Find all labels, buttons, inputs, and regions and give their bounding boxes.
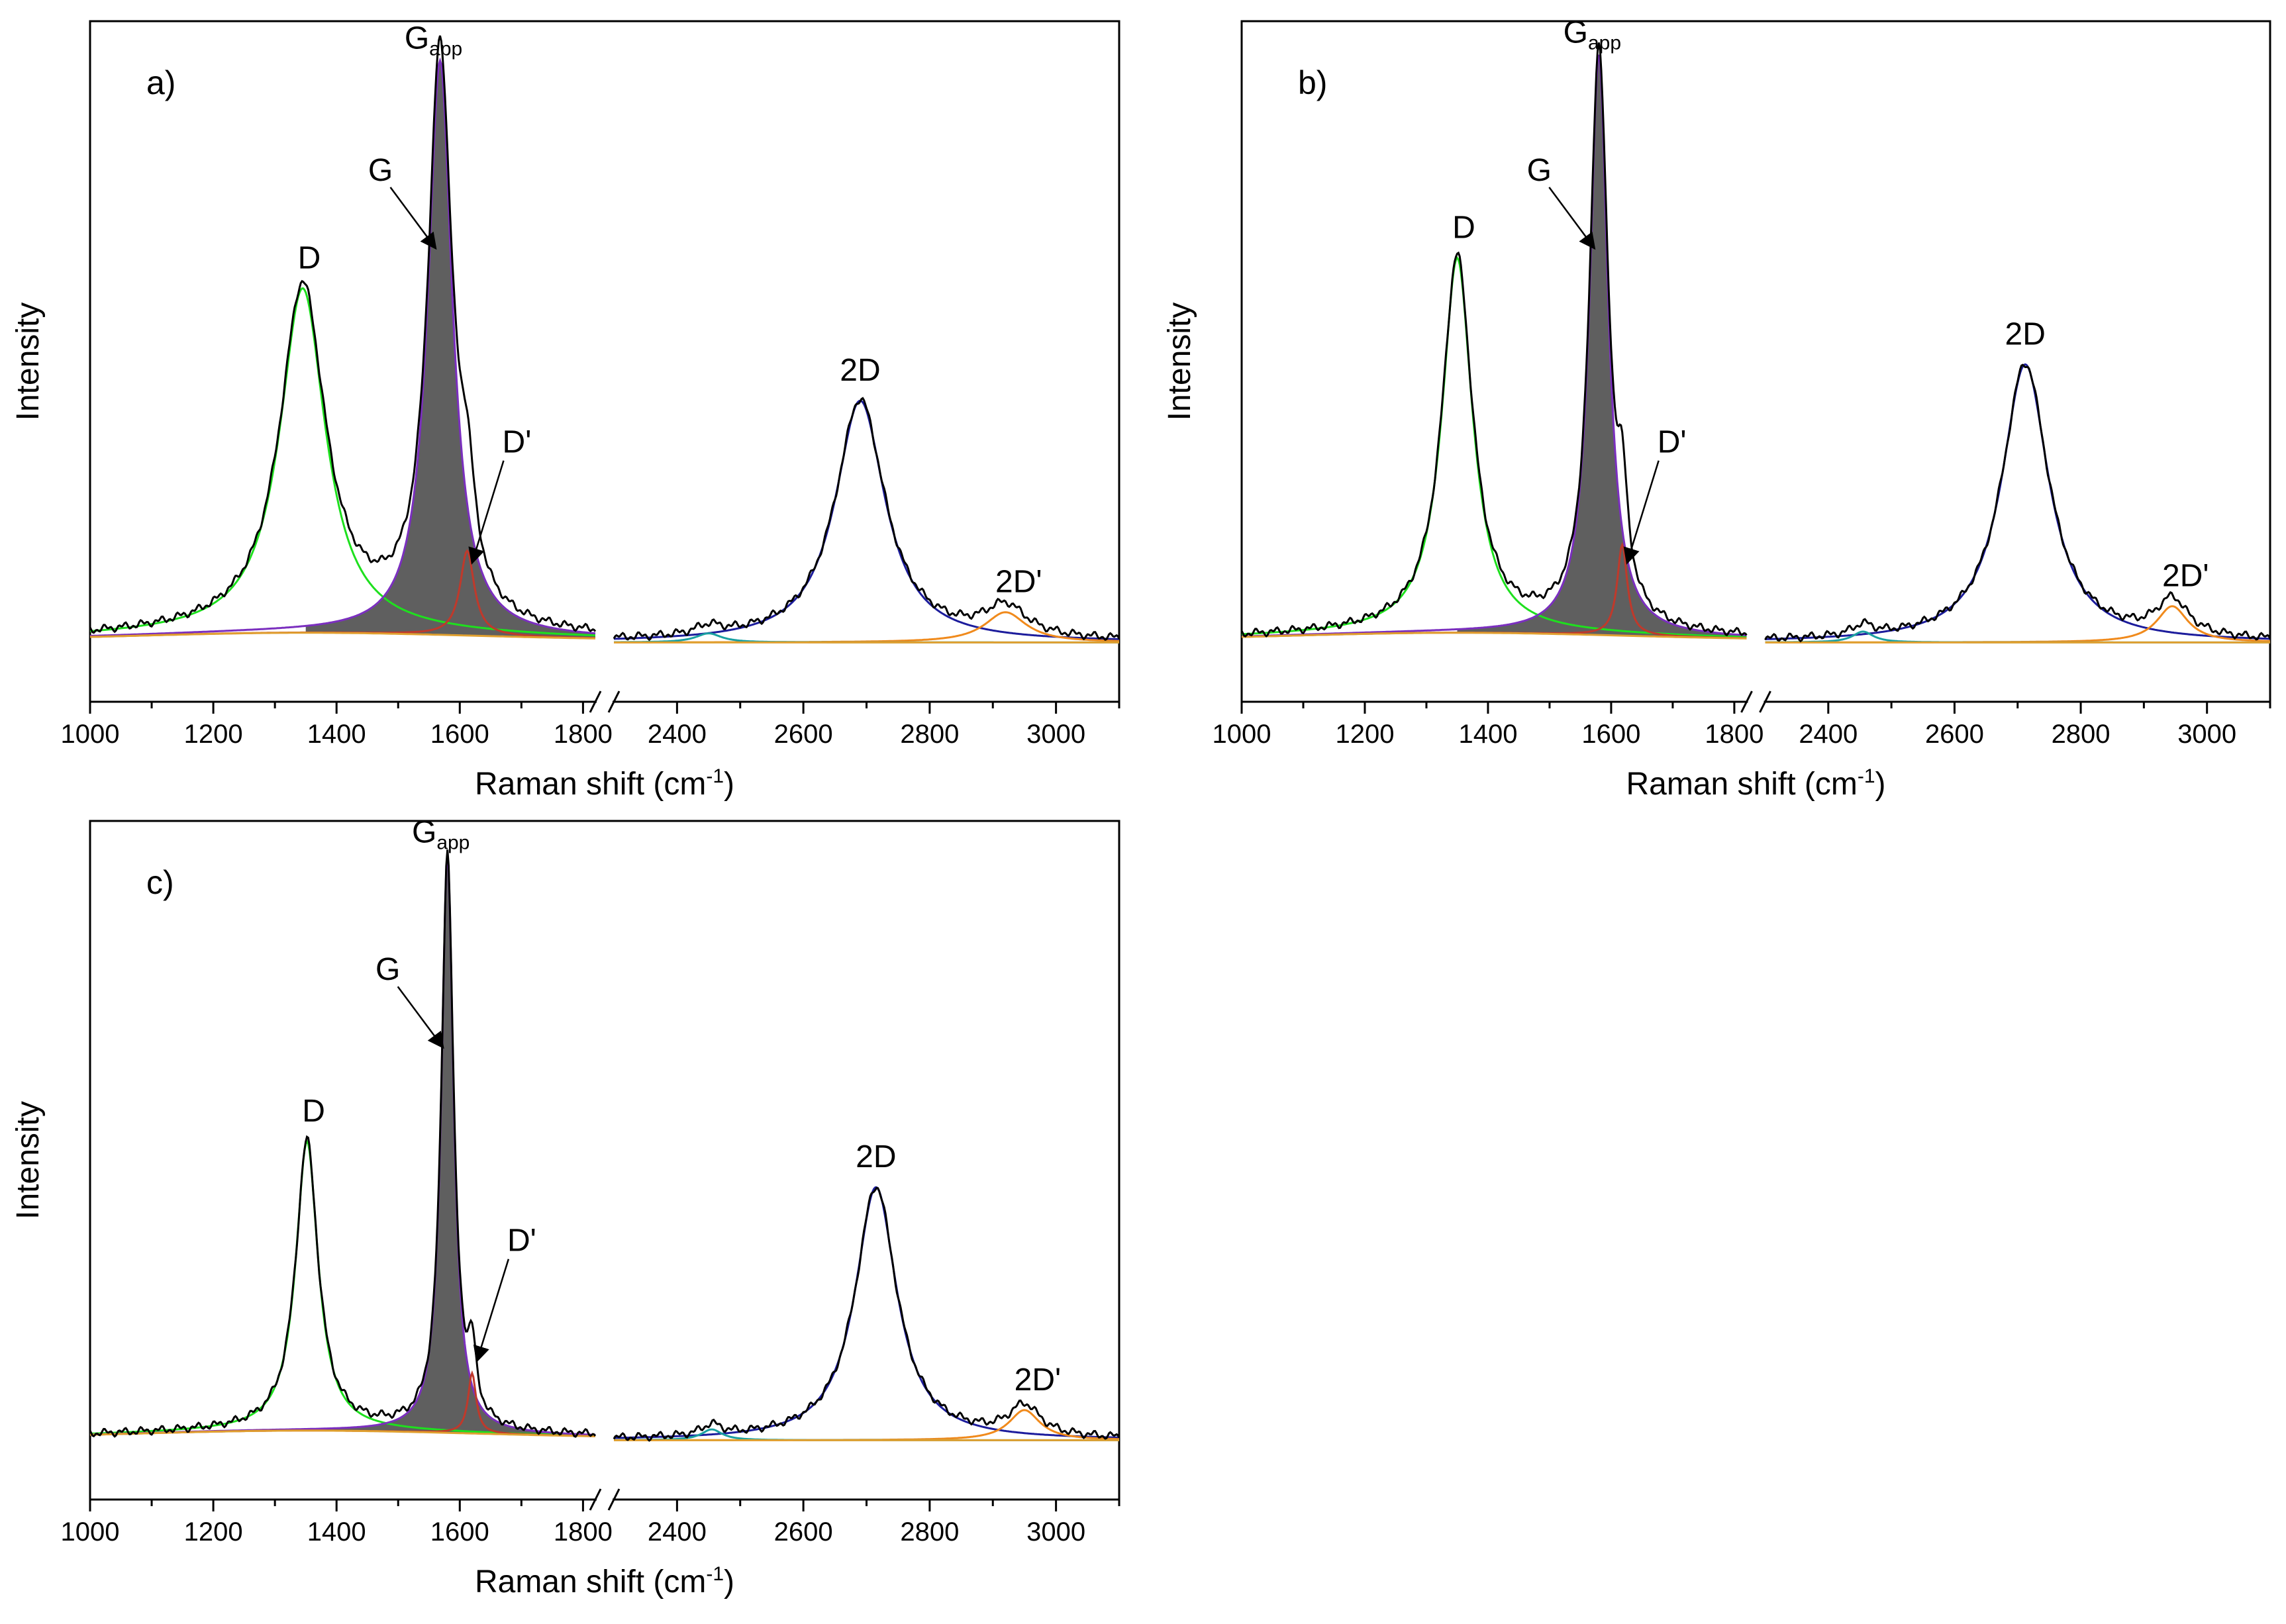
label-gapp: Gapp — [1564, 15, 1621, 54]
x-tick-label: 1000 — [61, 1517, 120, 1547]
arrow-dprime — [1623, 460, 1660, 565]
label-2dprime: 2D' — [1015, 1362, 1062, 1398]
axis-break-slash — [1759, 691, 1771, 713]
axis-break-slash — [589, 691, 602, 713]
x-tick-label: 2400 — [648, 1517, 707, 1547]
x-tick-label: 3000 — [1026, 720, 1085, 749]
measured-spectrum — [89, 849, 597, 1438]
arrow-g — [1548, 187, 1596, 250]
x-tick-label: 1200 — [184, 1517, 243, 1547]
arrow-g — [397, 986, 444, 1049]
fit-D — [89, 287, 595, 637]
x-tick-label: 1800 — [554, 1517, 613, 1547]
label-d: D — [302, 1094, 325, 1129]
panel-label: a) — [146, 64, 175, 101]
y-axis-title: Intensity — [1162, 303, 1197, 421]
g-peak-area — [305, 60, 595, 639]
x-tick-label: 1400 — [307, 1517, 366, 1547]
plot-frame — [1240, 20, 2271, 703]
label-2d: 2D — [856, 1139, 896, 1174]
fit-G — [89, 854, 596, 1436]
fit-background — [1241, 632, 1747, 640]
measured-spectrum — [89, 35, 597, 634]
x-tick-label: 2800 — [2052, 720, 2111, 749]
x-tick-label: 1400 — [1458, 720, 1517, 749]
x-tick-label: 1400 — [307, 720, 366, 749]
x-tick-label: 1200 — [1335, 720, 1394, 749]
label-2dprime: 2D' — [995, 565, 1042, 600]
panel-c: 1000 1200 1400 1600 1800 2400 2600 2800 3000 Rama… — [11, 815, 1120, 1600]
x-tick-label: 2800 — [900, 720, 959, 749]
label-d: D — [1452, 211, 1475, 246]
fit-twoD — [614, 1186, 1120, 1439]
fit-D — [90, 1139, 596, 1437]
measured-spectrum — [613, 1186, 1120, 1442]
fit-G — [89, 57, 596, 637]
x-tick-label: 1200 — [184, 720, 243, 749]
panel-a: 1000 1200 1400 1600 1800 2400 2600 2800 3000 Rama… — [11, 20, 1120, 802]
arrow-dprime — [468, 460, 505, 565]
plot-frame — [89, 820, 1120, 1501]
panel-label: b) — [1298, 64, 1327, 101]
label-g: G — [375, 952, 400, 987]
axis-break-slash — [589, 1488, 602, 1511]
x-tick-label: 1600 — [430, 720, 489, 749]
x-tick-label: 1600 — [430, 1517, 489, 1547]
g-peak-area — [305, 854, 595, 1437]
x-tick-label: 2400 — [1799, 720, 1858, 749]
label-2d: 2D — [2005, 316, 2046, 352]
x-tick-label: 1600 — [1581, 720, 1640, 749]
label-g: G — [1527, 153, 1552, 188]
x-tick-label: 1800 — [1705, 720, 1764, 749]
x-tick-label: 2600 — [1925, 720, 1984, 749]
measured-spectrum — [613, 397, 1120, 642]
label-dprime: D' — [1658, 425, 1687, 460]
fit-twoD — [614, 399, 1120, 640]
fit-background — [89, 632, 596, 640]
x-tick-label: 1000 — [61, 720, 120, 749]
x-axis-title: Raman shift (cm-1) — [475, 765, 734, 802]
fit-background — [89, 1429, 595, 1437]
label-2dprime: 2D' — [2162, 559, 2209, 594]
y-axis-title: Intensity — [11, 1101, 46, 1219]
x-tick-label: 3000 — [1026, 1517, 1085, 1547]
axis-break-slash — [607, 691, 621, 713]
arrow-dprime — [473, 1259, 510, 1363]
x-tick-label: 2600 — [774, 1517, 833, 1547]
label-gapp: Gapp — [405, 21, 462, 60]
x-tick-label: 1800 — [554, 720, 613, 749]
label-dprime: D' — [503, 425, 532, 460]
label-dprime: D' — [507, 1223, 536, 1259]
y-axis-title: Intensity — [11, 303, 46, 421]
measured-spectrum — [1764, 363, 2271, 643]
axis-break-slash — [607, 1488, 621, 1511]
fit-twoD — [1765, 363, 2270, 640]
panel-b: 1000 1200 1400 1600 1800 2400 2600 2800 3000 Rama… — [1162, 15, 2271, 802]
label-d: D — [298, 240, 321, 275]
g-peak-area — [1457, 54, 1747, 639]
plot-frame — [89, 20, 1120, 703]
label-2d: 2D — [840, 353, 880, 388]
panel-label: c) — [146, 864, 174, 901]
x-axis-title: Raman shift (cm-1) — [475, 1563, 734, 1600]
x-tick-label: 3000 — [2177, 720, 2236, 749]
label-g: G — [368, 153, 393, 188]
x-axis-title: Raman shift (cm-1) — [1626, 765, 1885, 802]
axis-break-slash — [1740, 691, 1753, 713]
label-gapp: Gapp — [412, 815, 470, 854]
x-tick-label: 2600 — [774, 720, 833, 749]
measured-spectrum — [1240, 42, 1748, 638]
arrow-g — [389, 187, 437, 250]
x-tick-label: 2800 — [900, 1517, 959, 1547]
x-tick-label: 1000 — [1213, 720, 1271, 749]
x-tick-label: 2400 — [648, 720, 707, 749]
